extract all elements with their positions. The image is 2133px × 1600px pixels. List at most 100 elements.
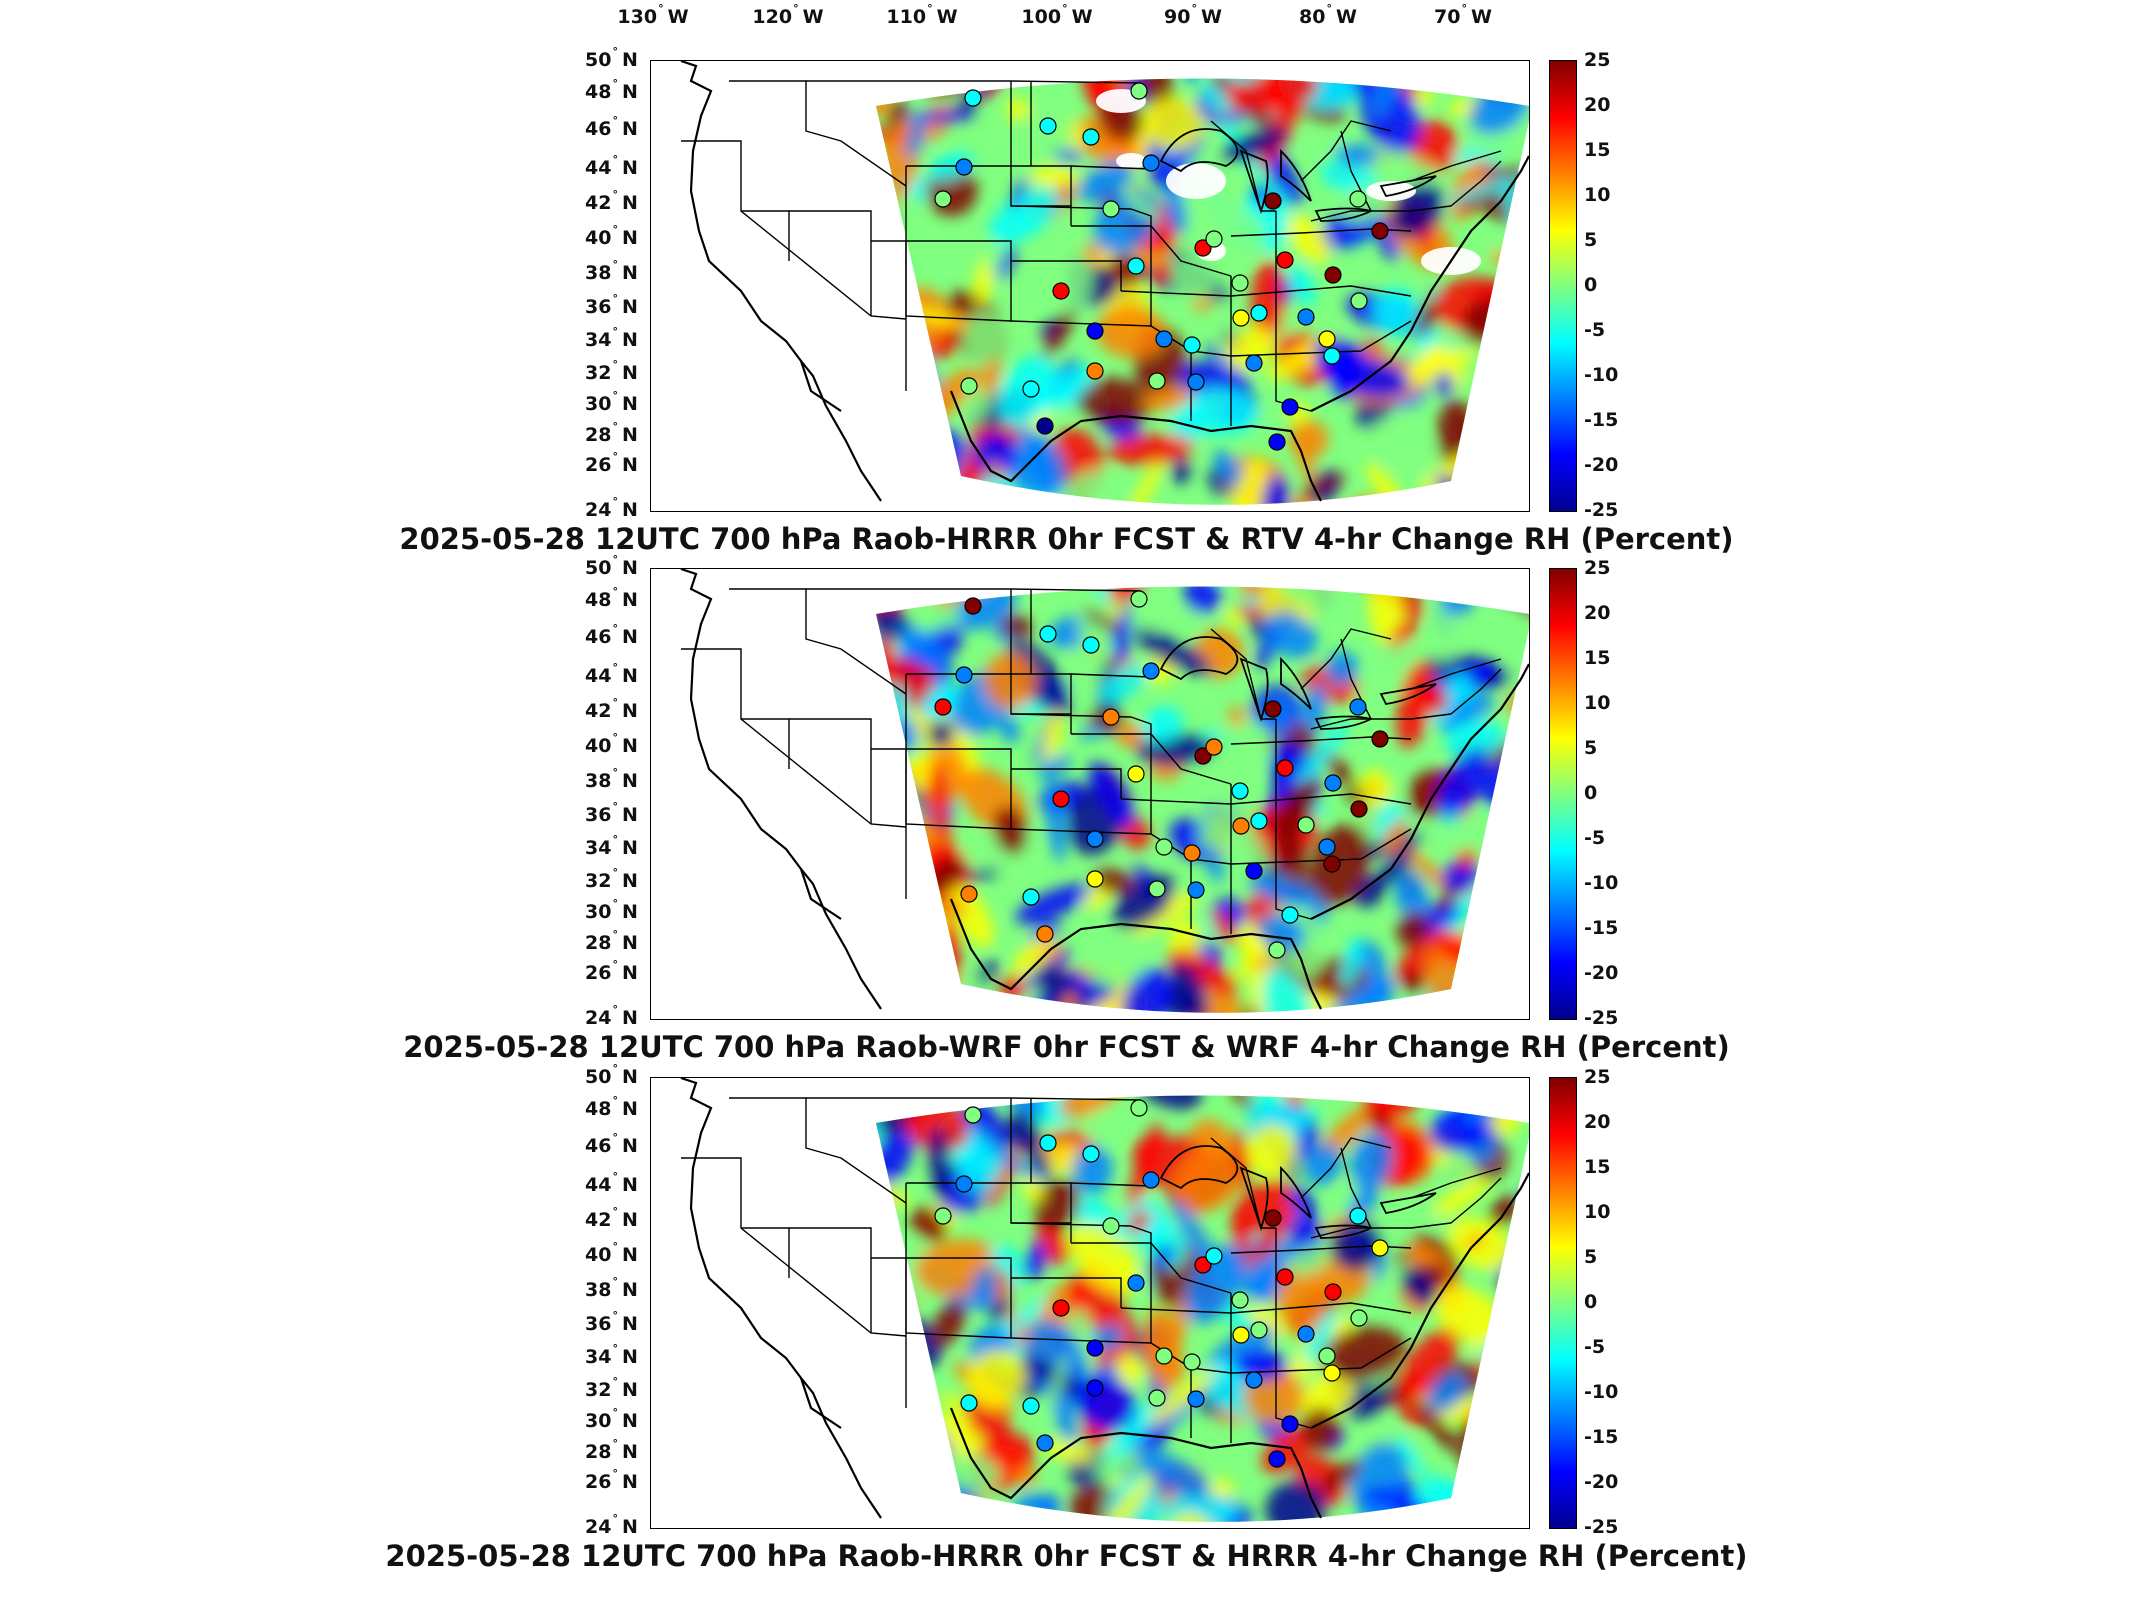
raob-station-marker <box>1350 1309 1368 1327</box>
lon-label-70: 70° W <box>1434 2 1492 28</box>
lat-label-34: 34° N <box>585 833 638 859</box>
colorbar-tick: -15 <box>1584 1426 1619 1448</box>
raob-station-marker <box>1142 662 1160 680</box>
colorbar-tick: 15 <box>1584 139 1611 161</box>
colorbar-tick: 0 <box>1584 274 1598 296</box>
lat-label-40: 40° N <box>585 731 638 757</box>
raob-station-marker <box>1371 1239 1389 1257</box>
raob-station-marker <box>1231 274 1249 292</box>
raob-station-marker <box>1194 747 1212 765</box>
lon-label-110: 110° W <box>886 2 958 28</box>
rh-change-map <box>680 61 1529 505</box>
colorbar-tick: -20 <box>1584 454 1619 476</box>
raob-station-marker <box>1148 880 1166 898</box>
raob-station-marker <box>1349 698 1367 716</box>
lat-label-26: 26° N <box>585 958 638 984</box>
raob-station-marker <box>1250 304 1268 322</box>
raob-station-marker <box>1039 625 1057 643</box>
raob-station-marker <box>1268 433 1286 451</box>
raob-station-marker <box>1052 1299 1070 1317</box>
lat-label-36: 36° N <box>585 292 638 318</box>
lat-label-34: 34° N <box>585 325 638 351</box>
colorbar <box>1549 60 1577 512</box>
raob-station-marker <box>1039 1134 1057 1152</box>
lat-label-28: 28° N <box>585 928 638 954</box>
raob-station-marker <box>1086 830 1104 848</box>
colorbar-tick: 10 <box>1584 1201 1611 1223</box>
raob-station-marker <box>1268 1450 1286 1468</box>
raob-station-marker <box>1250 812 1268 830</box>
lat-label-50: 50° N <box>585 1062 638 1088</box>
raob-station-marker <box>1127 765 1145 783</box>
raob-station-marker <box>1022 888 1040 906</box>
raob-station-marker <box>1082 128 1100 146</box>
colorbar-tick: 10 <box>1584 692 1611 714</box>
state-borders <box>681 588 1502 934</box>
raob-station-marker <box>1086 322 1104 340</box>
raob-station-marker <box>1142 154 1160 172</box>
raob-station-marker <box>1323 1364 1341 1382</box>
colorbar-tick: -25 <box>1584 499 1619 521</box>
lat-label-50: 50° N <box>585 553 638 579</box>
raob-station-marker <box>1318 838 1336 856</box>
raob-station-marker <box>1022 380 1040 398</box>
lat-label-28: 28° N <box>585 420 638 446</box>
colorbar-tick: 20 <box>1584 602 1611 624</box>
colorbar <box>1549 568 1577 1020</box>
raob-station-marker <box>1281 398 1299 416</box>
raob-station-marker <box>934 190 952 208</box>
lat-label-42: 42° N <box>585 188 638 214</box>
raob-station-marker <box>1371 730 1389 748</box>
colorbar-tick: 15 <box>1584 647 1611 669</box>
lat-label-36: 36° N <box>585 800 638 826</box>
lat-label-30: 30° N <box>585 897 638 923</box>
colorbar-tick: -25 <box>1584 1516 1619 1538</box>
colorbar-tick: -25 <box>1584 1007 1619 1029</box>
raob-station-marker <box>1318 330 1336 348</box>
raob-station-marker <box>1323 347 1341 365</box>
lat-label-24: 24° N <box>585 1512 638 1538</box>
lat-label-34: 34° N <box>585 1342 638 1368</box>
great-lakes <box>1159 128 1437 222</box>
raob-station-marker <box>1268 941 1286 959</box>
colorbar-tick: -15 <box>1584 409 1619 431</box>
raob-station-marker <box>1324 774 1342 792</box>
lon-label-90: 90° W <box>1164 2 1222 28</box>
raob-station-marker <box>1086 362 1104 380</box>
lat-label-44: 44° N <box>585 1170 638 1196</box>
lat-label-46: 46° N <box>585 1131 638 1157</box>
raob-station-marker <box>1318 1347 1336 1365</box>
raob-station-marker <box>1148 372 1166 390</box>
raob-station-marker <box>934 698 952 716</box>
coastlines <box>680 1078 1529 1519</box>
raob-station-marker <box>1194 1256 1212 1274</box>
raob-stations <box>934 82 1389 451</box>
raob-station-marker <box>1232 309 1250 327</box>
colorbar-tick: -15 <box>1584 917 1619 939</box>
raob-station-marker <box>1276 251 1294 269</box>
colorbar-tick: -5 <box>1584 1336 1606 1358</box>
raob-station-marker <box>964 1106 982 1124</box>
colorbar-tick: 5 <box>1584 1246 1598 1268</box>
lat-label-28: 28° N <box>585 1437 638 1463</box>
raob-station-marker <box>955 158 973 176</box>
lat-label-26: 26° N <box>585 1467 638 1493</box>
lat-label-46: 46° N <box>585 114 638 140</box>
rh-field <box>876 1095 1529 1522</box>
raob-station-marker <box>1142 1171 1160 1189</box>
panel-title: 2025-05-28 12UTC 700 hPa Raob-WRF 0hr FC… <box>403 1030 1730 1064</box>
raob-station-marker <box>1130 1099 1148 1117</box>
raob-station-marker <box>1323 855 1341 873</box>
colorbar-tick: 20 <box>1584 1111 1611 1133</box>
raob-station-marker <box>1052 282 1070 300</box>
raob-station-marker <box>1102 200 1120 218</box>
raob-station-marker <box>1155 330 1173 348</box>
lon-label-100: 100° W <box>1021 2 1093 28</box>
lat-label-42: 42° N <box>585 1205 638 1231</box>
state-borders <box>681 80 1502 426</box>
raob-station-marker <box>1324 1283 1342 1301</box>
raob-station-marker <box>1276 759 1294 777</box>
lat-label-30: 30° N <box>585 389 638 415</box>
raob-station-marker <box>1082 636 1100 654</box>
raob-station-marker <box>1297 816 1315 834</box>
